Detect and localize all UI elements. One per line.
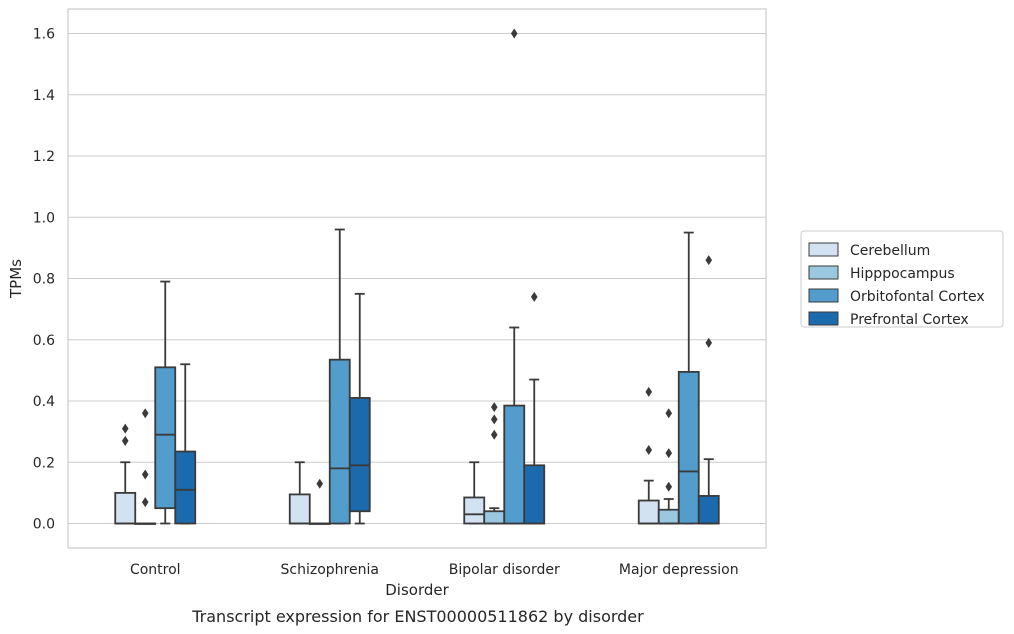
legend-label: Prefrontal Cortex	[850, 312, 969, 328]
box-cerebellum	[637, 386, 660, 525]
box-iqr	[523, 464, 546, 525]
x-tick-labels: Control Schizophrenia Bipolar disorder Majo…	[130, 562, 739, 578]
box-iqr	[503, 404, 526, 525]
x-tick-label: Major depression	[619, 562, 739, 578]
outlier-point	[316, 478, 324, 489]
box-iqr	[328, 358, 351, 525]
box-hipppocampus	[134, 408, 157, 525]
outlier-point	[490, 402, 498, 413]
outlier-point	[705, 337, 713, 348]
x-tick-label: Control	[130, 562, 181, 578]
y-tick-label: 0.0	[33, 517, 55, 533]
outlier-point	[121, 423, 129, 434]
chart-caption: Transcript expression for ENST0000051186…	[191, 607, 644, 626]
outlier-point	[490, 414, 498, 425]
y-tick-label: 1.6	[33, 27, 55, 43]
box-groups	[114, 28, 720, 525]
box-orbitofontal-cortex	[154, 280, 177, 525]
outlier-point	[645, 445, 653, 455]
box-prefrontal-cortex	[174, 363, 197, 525]
legend-frame	[800, 230, 1004, 328]
box-cerebellum	[463, 461, 486, 525]
outlier-point	[121, 435, 129, 446]
legend-swatch	[808, 311, 839, 326]
legend-swatch	[808, 288, 839, 303]
outlier-point	[141, 469, 149, 480]
box-iqr	[463, 496, 486, 525]
x-axis-label: Disorder	[385, 581, 449, 599]
outlier-point	[141, 497, 149, 508]
outlier-point	[510, 28, 518, 39]
legend-label: Hipppocampus	[850, 266, 955, 282]
box-prefrontal-cortex	[697, 255, 720, 525]
box-orbitofontal-cortex	[677, 231, 700, 525]
y-tick-label: 1.4	[33, 88, 55, 104]
box-iqr	[288, 493, 311, 525]
legend-label: Orbitofontal Cortex	[850, 289, 985, 305]
legend-item: Prefrontal Cortex	[808, 311, 969, 328]
box-iqr	[114, 491, 137, 525]
box-prefrontal-cortex	[523, 291, 546, 525]
box-hipppocampus	[308, 478, 331, 525]
outlier-point	[530, 291, 538, 302]
box-iqr	[483, 510, 506, 525]
x-tick-label: Bipolar disorder	[449, 562, 560, 578]
legend-swatch	[808, 265, 839, 280]
box-hipppocampus	[657, 408, 680, 525]
box-iqr	[174, 450, 197, 525]
box-orbitofontal-cortex	[503, 28, 526, 525]
outlier-point	[141, 408, 149, 419]
box-prefrontal-cortex	[348, 292, 371, 525]
plot-frame	[67, 8, 767, 549]
legend-label: Cerebellum	[850, 243, 930, 259]
box-iqr	[348, 397, 371, 513]
legend-item: Orbitofontal Cortex	[808, 288, 985, 305]
legend-item: Hipppocampus	[808, 265, 955, 282]
y-tick-label: 1.2	[33, 149, 55, 165]
outlier-point	[705, 255, 713, 266]
box-cerebellum	[288, 461, 311, 525]
y-tick-label: 0.4	[33, 394, 55, 410]
y-tick-label: 0.2	[33, 455, 55, 471]
outlier-point	[665, 448, 673, 459]
y-tick-label: 0.8	[33, 272, 55, 288]
y-tick-labels: 0.0 0.2 0.4 0.6 0.8 1.0 1.2 1.4 1.6	[33, 27, 55, 533]
outlier-point	[490, 429, 498, 440]
outlier-point	[645, 386, 653, 397]
x-tick-label: Schizophrenia	[281, 562, 379, 578]
legend-swatch	[808, 242, 839, 257]
box-orbitofontal-cortex	[328, 228, 351, 525]
box-iqr	[154, 366, 177, 510]
box-iqr	[637, 499, 660, 525]
legend-item: Cerebellum	[808, 242, 930, 259]
box-cerebellum	[114, 423, 137, 525]
y-tick-label: 0.6	[33, 333, 55, 349]
box-iqr	[697, 495, 720, 525]
outlier-point	[665, 481, 673, 492]
box-iqr	[677, 371, 700, 525]
box-iqr	[657, 508, 680, 525]
outlier-point	[665, 408, 673, 419]
y-axis-label: TPMs	[7, 259, 25, 299]
y-tick-label: 1.0	[33, 210, 55, 226]
box-hipppocampus	[483, 402, 506, 525]
legend: Cerebellum Hipppocampus Orbitofontal Corte…	[800, 230, 1004, 328]
